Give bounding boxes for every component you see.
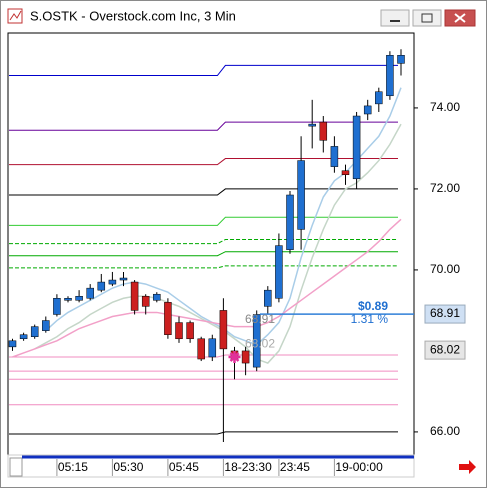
scroll-thumb[interactable] xyxy=(9,457,23,477)
candle-body xyxy=(75,295,83,301)
candle-body xyxy=(8,340,17,348)
price-box-label: 68.02 xyxy=(430,342,460,356)
price-note: 68.91 xyxy=(245,312,275,326)
candle-body xyxy=(319,121,328,141)
candle-body xyxy=(241,350,250,364)
app-icon-line xyxy=(9,10,22,21)
candle-body xyxy=(19,334,28,340)
candle-body xyxy=(264,289,272,307)
close-icon xyxy=(454,13,466,23)
y-tick-label: 74.00 xyxy=(430,100,460,114)
alert-marker xyxy=(228,350,241,363)
restore-button[interactable] xyxy=(412,9,442,27)
x-tick-label: 23:45 xyxy=(280,460,310,474)
candle-body xyxy=(30,326,39,337)
level-line xyxy=(9,265,398,269)
candle-body xyxy=(153,293,161,301)
x-tick-label: 05:45 xyxy=(169,460,199,474)
restore-icon xyxy=(421,13,433,23)
level-line xyxy=(9,216,398,226)
candle-body xyxy=(108,279,117,285)
price-box xyxy=(424,340,466,360)
window-buttons[interactable] xyxy=(380,9,476,27)
candle-body xyxy=(330,146,339,167)
candle-body xyxy=(186,322,194,340)
change-pct-label: 1.31 % xyxy=(351,312,389,326)
candle-body xyxy=(252,314,261,368)
y-tick-label: 72.00 xyxy=(430,181,460,195)
level-line xyxy=(9,354,398,358)
candle-body xyxy=(397,55,405,64)
x-tick-label: 05:15 xyxy=(58,460,88,474)
candle-body xyxy=(363,105,372,115)
candle-body xyxy=(297,160,305,230)
candle-body xyxy=(308,123,316,127)
candle-body xyxy=(97,281,106,291)
change-label: $0.89 xyxy=(358,299,388,313)
level-line xyxy=(9,431,398,435)
moving-average xyxy=(12,218,402,358)
candle-body xyxy=(208,338,217,358)
window-title: S.OSTK - Overstock.com Inc, 3 Min xyxy=(30,8,236,23)
candle-body xyxy=(275,245,283,299)
candle-body xyxy=(375,91,383,105)
x-tick-label: 05:30 xyxy=(113,460,143,474)
minimize-button[interactable] xyxy=(380,9,410,27)
price-box-label: 68.91 xyxy=(430,306,460,320)
candle-body xyxy=(341,170,350,175)
level-line xyxy=(9,239,398,245)
moving-average xyxy=(34,123,402,364)
candle-body xyxy=(141,295,150,307)
candle-body xyxy=(175,322,183,340)
candle-body xyxy=(286,194,294,250)
candle-body xyxy=(119,277,128,281)
time-axis xyxy=(7,454,415,478)
candle-body xyxy=(64,298,72,301)
price-box xyxy=(424,304,466,324)
candle-body xyxy=(197,338,205,360)
candle-body xyxy=(53,298,61,315)
y-tick-label: 66.00 xyxy=(430,424,460,438)
level-line xyxy=(9,64,398,77)
candle-body xyxy=(352,115,361,180)
y-tick-label: 70.00 xyxy=(430,262,460,276)
x-tick-label: 18-23:30 xyxy=(224,460,272,474)
x-tick-label: 19-00:00 xyxy=(335,460,383,474)
candle-body xyxy=(42,320,50,331)
candle-body xyxy=(86,287,94,299)
candle-body xyxy=(164,302,172,335)
candle-body xyxy=(386,55,394,97)
price-note: 68.02 xyxy=(245,336,275,350)
level-line xyxy=(9,158,398,166)
level-line xyxy=(9,251,398,257)
candle-body xyxy=(219,310,228,350)
scroll-right-arrow[interactable] xyxy=(459,460,476,474)
candle-body xyxy=(130,281,139,311)
level-line xyxy=(9,188,398,196)
